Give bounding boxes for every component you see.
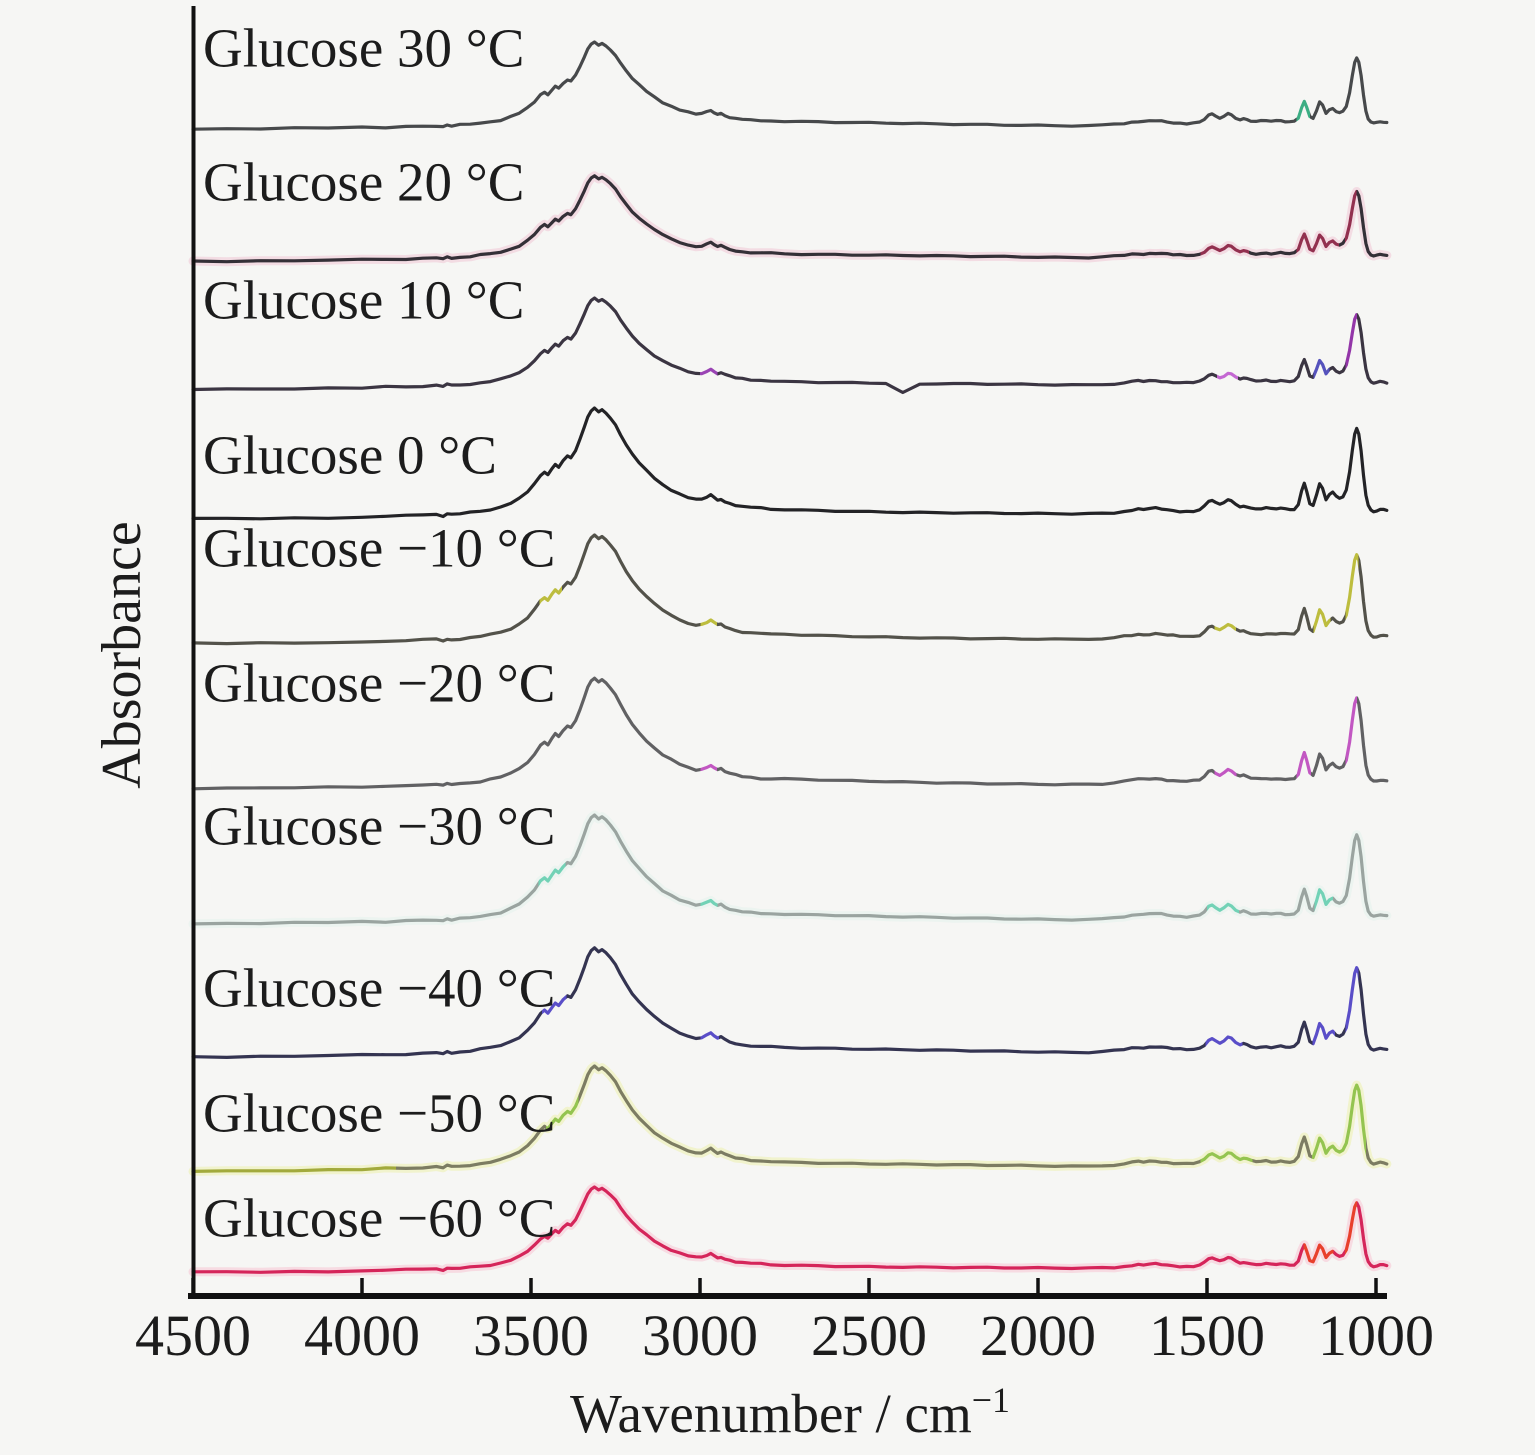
curve-label--30C: Glucose −30 °C bbox=[203, 796, 555, 857]
curve-label-20C: Glucose 20 °C bbox=[203, 152, 524, 213]
x-tick-label-1500: 1500 bbox=[1149, 1303, 1265, 1368]
x-tick-label-4500: 4500 bbox=[135, 1303, 251, 1368]
spectrum-line-10C bbox=[191, 296, 1389, 395]
x-tick-label-2500: 2500 bbox=[811, 1303, 927, 1368]
spectrum-line-0C bbox=[191, 406, 1389, 521]
curve-label--60C: Glucose −60 °C bbox=[203, 1188, 555, 1249]
y-axis-title: Absorbance bbox=[91, 521, 153, 788]
spectrum-line--10C bbox=[191, 533, 1389, 646]
x-axis-title: Wavenumber / cm−1 bbox=[570, 1380, 1010, 1444]
curve-label--10C: Glucose −10 °C bbox=[203, 518, 555, 579]
curve-label--50C: Glucose −50 °C bbox=[203, 1083, 555, 1144]
x-tick-label-1000: 1000 bbox=[1318, 1303, 1434, 1368]
spectrum-line-20C bbox=[191, 174, 1389, 264]
x-tick-label-2000: 2000 bbox=[980, 1303, 1096, 1368]
spectrum-line--60C bbox=[191, 1185, 1389, 1274]
x-tick-label-3000: 3000 bbox=[642, 1303, 758, 1368]
curve-label-10C: Glucose 10 °C bbox=[203, 270, 524, 331]
spectrum-line--40C bbox=[191, 946, 1389, 1059]
curve-label--20C: Glucose −20 °C bbox=[203, 653, 555, 714]
spectrum-line--20C bbox=[191, 676, 1389, 791]
curve-label-30C: Glucose 30 °C bbox=[203, 18, 524, 79]
x-tick-label-4000: 4000 bbox=[304, 1303, 420, 1368]
curve-label-0C: Glucose 0 °C bbox=[203, 425, 497, 486]
spectrum-line--50C bbox=[191, 1064, 1389, 1173]
x-tick-label-3500: 3500 bbox=[473, 1303, 589, 1368]
spectrum-line-30C bbox=[191, 40, 1389, 131]
spectrum-line--30C bbox=[191, 813, 1389, 926]
curve-label--40C: Glucose −40 °C bbox=[203, 958, 555, 1019]
